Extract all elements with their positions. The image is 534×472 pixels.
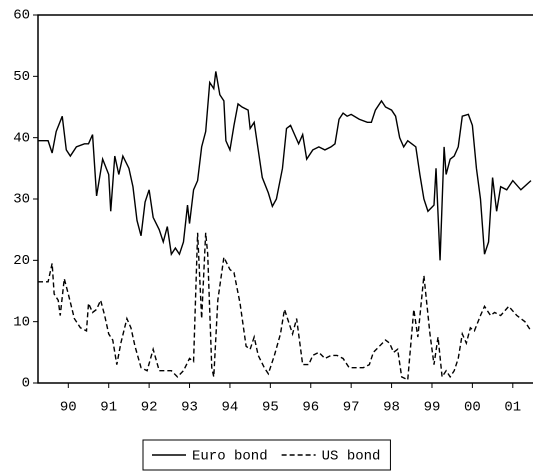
y-tick-label: 20 — [13, 253, 30, 269]
y-tick-label: 30 — [13, 192, 30, 208]
x-tick-label: 98 — [383, 400, 400, 416]
series-line — [38, 71, 532, 261]
x-tick-label: 93 — [181, 400, 198, 416]
x-tick-label: 92 — [141, 400, 158, 416]
x-tick-label: 97 — [343, 400, 360, 416]
series-line — [38, 232, 532, 382]
legend-label: Euro bond — [192, 449, 268, 465]
y-tick-label: 50 — [13, 69, 30, 85]
x-tick-label: 00 — [464, 400, 481, 416]
y-tick-label: 10 — [13, 314, 30, 330]
y-tick-label: 40 — [13, 130, 30, 146]
x-tick-label: 91 — [100, 400, 117, 416]
x-tick-label: 90 — [60, 400, 77, 416]
y-tick-label: 0 — [22, 376, 30, 392]
x-tick-label: 95 — [262, 400, 279, 416]
x-tick-label: 96 — [302, 400, 319, 416]
x-tick-label: 01 — [504, 400, 521, 416]
x-tick-label: 99 — [424, 400, 441, 416]
y-tick-label: 60 — [13, 8, 30, 24]
x-tick-label: 94 — [222, 400, 239, 416]
legend-label: US bond — [322, 449, 381, 465]
